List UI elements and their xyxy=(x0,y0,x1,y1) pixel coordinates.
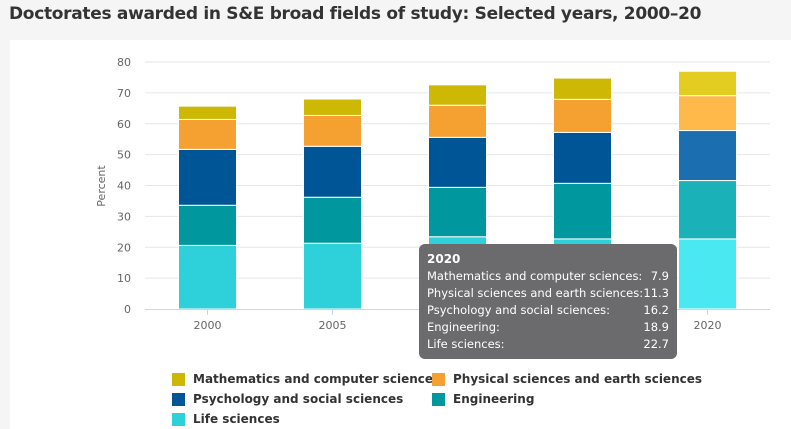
tooltip-row: Engineering: 18.9 xyxy=(427,319,669,336)
y-tick-label: 10 xyxy=(117,272,131,285)
bar-segment-psychology-and-social-sciences[interactable] xyxy=(678,130,737,182)
bar-segment-physical-sciences-and-earth-sciences[interactable] xyxy=(303,114,362,147)
legend-label: Life sciences xyxy=(193,412,280,426)
y-tick-label: 30 xyxy=(117,210,131,223)
tooltip-label: Engineering: xyxy=(427,320,500,334)
bar-segment-physical-sciences-and-earth-sciences[interactable] xyxy=(178,118,237,150)
legend-item-physical[interactable]: Physical sciences and earth sciences xyxy=(432,372,702,386)
bar-segment-life-sciences[interactable] xyxy=(303,242,362,310)
chart-title: Doctorates awarded in S&E broad fields o… xyxy=(9,4,702,24)
tooltip-label: Physical sciences and earth sciences: xyxy=(427,286,644,300)
bar-segment-psychology-and-social-sciences[interactable] xyxy=(303,145,362,198)
tooltip-value: 16.2 xyxy=(643,303,669,317)
y-tick-label: 70 xyxy=(117,87,131,100)
bar-segment-mathematics-and-computer-sciences[interactable] xyxy=(303,98,362,116)
legend-swatch xyxy=(432,392,445,406)
bar-segment-engineering[interactable] xyxy=(553,182,612,240)
y-tick-label: 0 xyxy=(124,303,131,316)
legend-label: Mathematics and computer sciences xyxy=(193,372,441,386)
y-tick-label: 80 xyxy=(117,56,131,69)
bar-segment-psychology-and-social-sciences[interactable] xyxy=(178,148,237,206)
bar-segment-physical-sciences-and-earth-sciences[interactable] xyxy=(428,104,487,138)
legend-label: Physical sciences and earth sciences xyxy=(453,372,703,386)
legend-label: Psychology and social sciences xyxy=(193,392,404,406)
bar-segment-mathematics-and-computer-sciences[interactable] xyxy=(553,77,612,100)
tooltip-label: Psychology and social sciences: xyxy=(427,303,611,317)
y-tick-label: 50 xyxy=(117,149,131,162)
legend-item-psychology[interactable]: Psychology and social sciences xyxy=(172,392,403,406)
legend-swatch xyxy=(172,412,185,426)
tooltip-label: Mathematics and computer sciences: xyxy=(427,269,643,283)
tooltip: 2020 Mathematics and computer sciences: … xyxy=(419,244,677,359)
legend-swatch xyxy=(432,372,445,386)
bar-segment-mathematics-and-computer-sciences[interactable] xyxy=(178,105,237,120)
bar-segment-mathematics-and-computer-sciences[interactable] xyxy=(428,84,487,106)
y-axis-label: Percent xyxy=(95,165,108,207)
legend-item-life[interactable]: Life sciences xyxy=(172,412,280,426)
tooltip-value: 18.9 xyxy=(643,320,669,334)
legend-label: Engineering xyxy=(453,392,535,406)
y-tick-label: 40 xyxy=(117,180,131,193)
bar-segment-life-sciences[interactable] xyxy=(178,244,237,310)
bar-segment-physical-sciences-and-earth-sciences[interactable] xyxy=(678,95,737,132)
x-tick-label: 2020 xyxy=(694,319,722,332)
x-tick-label: 2000 xyxy=(194,319,222,332)
legend-swatch xyxy=(172,392,185,406)
chart-panel xyxy=(10,40,791,429)
tooltip-value: 7.9 xyxy=(650,269,669,283)
legend-item-engineering[interactable]: Engineering xyxy=(432,392,534,406)
tooltip-title: 2020 xyxy=(427,252,461,266)
legend-swatch xyxy=(172,372,185,386)
y-axis-ticks: 0 10 20 30 40 50 60 70 80 xyxy=(117,56,131,316)
bar-stack-2005[interactable] xyxy=(303,98,362,310)
bar-stack-2020[interactable] xyxy=(678,70,737,310)
tooltip-value: 11.3 xyxy=(643,286,669,300)
bar-segment-mathematics-and-computer-sciences[interactable] xyxy=(678,70,737,97)
bar-segment-engineering[interactable] xyxy=(178,204,237,246)
bar-segment-psychology-and-social-sciences[interactable] xyxy=(428,136,487,188)
bar-segment-engineering[interactable] xyxy=(428,186,487,238)
y-tick-label: 20 xyxy=(117,241,131,254)
bar-segment-engineering[interactable] xyxy=(678,180,737,240)
tooltip-row: Psychology and social sciences: 16.2 xyxy=(427,302,669,319)
tooltip-row: Mathematics and computer sciences: 7.9 xyxy=(427,268,669,285)
x-tick-label: 2005 xyxy=(319,319,347,332)
bar-segment-life-sciences[interactable] xyxy=(678,238,737,310)
bar-stack-2000[interactable] xyxy=(178,105,237,310)
tooltip-label: Life sciences: xyxy=(427,337,505,351)
legend-item-math[interactable]: Mathematics and computer sciences xyxy=(172,372,440,386)
tooltip-row: Physical sciences and earth sciences: 11… xyxy=(427,285,669,302)
tooltip-row: Life sciences: 22.7 xyxy=(427,336,669,353)
bar-segment-physical-sciences-and-earth-sciences[interactable] xyxy=(553,98,612,133)
bar-segment-engineering[interactable] xyxy=(303,196,362,244)
tooltip-value: 22.7 xyxy=(643,337,669,351)
y-tick-label: 60 xyxy=(117,118,131,131)
bar-segment-psychology-and-social-sciences[interactable] xyxy=(553,131,612,184)
